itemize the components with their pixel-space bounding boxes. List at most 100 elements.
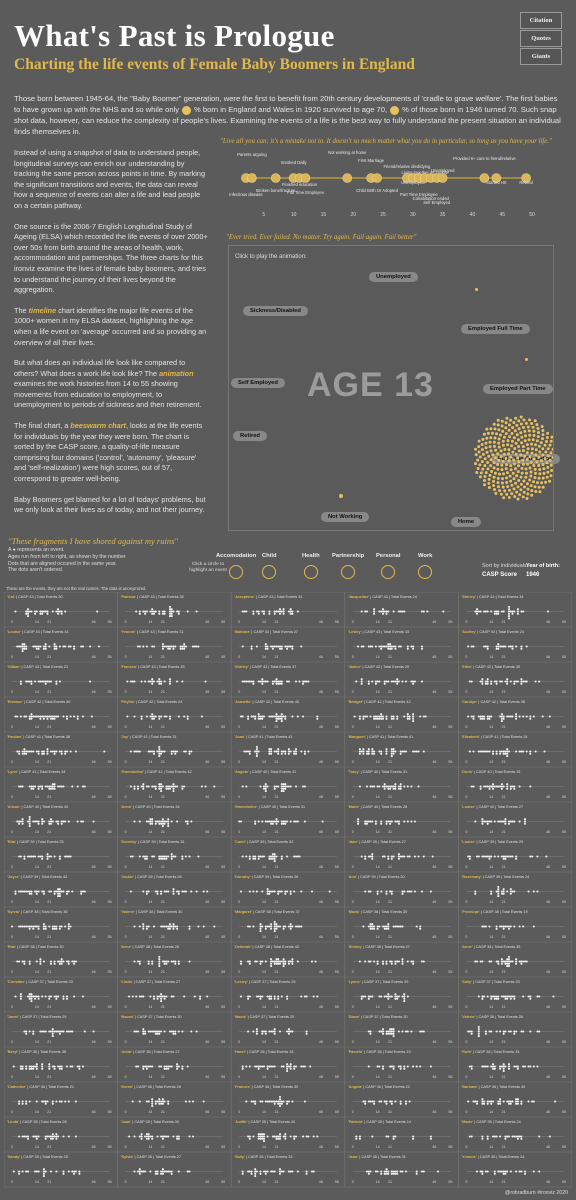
event-dot [25,715,28,718]
event-dot [520,1170,523,1173]
event-dot [41,1067,44,1070]
event-dot [32,925,35,928]
event-dot [60,962,63,965]
event-dot [58,610,61,613]
event-dot [412,715,415,718]
filter-work[interactable]: Work [418,553,432,579]
anim-dot [550,435,553,439]
event-dot [506,682,509,685]
event-dot [80,645,83,648]
tick-label: 21 [161,1180,165,1184]
event-dot [507,1063,511,1066]
tick-label: 55 [562,655,566,659]
event-dot [60,958,63,961]
event-dot [406,995,409,998]
total-events: | Total Events 37 [267,665,296,669]
sort-select[interactable]: CASP Score [482,572,517,578]
event-dot [289,1030,292,1033]
individual-name: 'Christine' [7,980,25,984]
event-dot [184,645,187,648]
tick-label: 0 [238,900,240,904]
event-dot [147,1030,150,1033]
event-dot [271,645,274,648]
event-dot [362,1100,365,1103]
total-events: | Total Events 24 [495,630,524,634]
tick-label: 55 [562,900,566,904]
event-dot [172,995,175,998]
tick-label: 0 [11,935,13,939]
anim-dot [541,485,545,489]
tick-label: 0 [465,865,467,869]
filter-health[interactable]: Health [302,553,320,579]
event-dot [270,748,273,751]
total-events: | Total Events 37 [271,910,300,914]
quotes-button[interactable]: Quotes [520,30,562,47]
filter-personal[interactable]: Personal [376,553,401,579]
event-dot [383,680,386,683]
total-events: | Total Events 40 [41,700,70,704]
health-circle-icon [303,565,318,579]
event-dot [128,1135,131,1138]
event-dot [25,1030,28,1033]
individual-label: 'Sylvia' | CASP 38 | Total Events 36 [7,910,67,914]
event-dot [145,1067,148,1070]
anim-dot [522,426,525,429]
event-dot [147,680,150,683]
event-dot [199,995,202,998]
event-dot [167,787,170,790]
event-dot [190,820,193,823]
event-dot [527,995,530,998]
event-dot [261,610,264,613]
citation-button[interactable]: Citation [520,12,562,29]
individual-label: 'Linda' | CASP 35 | Total Events 28 [7,1120,67,1124]
event-dot [34,890,37,893]
event-dot [160,1170,163,1173]
event-dot [37,855,40,858]
individual-label: 'Tracy' | CASP 40 | Total Events 31 [348,770,407,774]
giants-button[interactable]: Giants [520,48,562,65]
event-dot [19,645,22,648]
event-dot [522,995,525,998]
event-dot [483,645,486,648]
event-dot [261,1100,264,1103]
event-dot [305,1030,308,1033]
tick-label: 46 [432,620,436,624]
filter-partnership[interactable]: Partnership [332,553,364,579]
individual-label: 'Bridget' | CASP 42 | Total Events 42 [348,700,411,704]
event-dot [57,1030,60,1033]
event-dot [385,962,388,965]
event-dot [57,892,60,895]
animation-hint[interactable]: Click to play the animation: [235,254,307,260]
event-dot [167,890,170,893]
event-dot [396,715,399,718]
event-dot [483,717,486,720]
event-dot [529,750,532,753]
tick-label: 21 [388,1075,392,1079]
event-dot [245,680,248,683]
event-dot [163,1100,166,1103]
event-dot [367,1030,370,1033]
event-dot [523,680,527,683]
event-dot [389,1065,392,1068]
tick-label: 46 [205,655,209,659]
anim-dot [513,495,517,498]
event-dot [55,682,58,685]
filter-accomodation[interactable]: Accomodation [216,553,256,579]
event-dot [300,1065,303,1068]
event-dot [360,678,363,681]
event-dot [509,960,512,963]
year-label: Year of birth: [526,563,560,569]
event-dot [406,1065,409,1068]
event-dot [32,1030,35,1033]
filter-child[interactable]: Child [262,553,277,579]
event-dot [138,925,141,928]
event-dot [507,820,511,823]
event-dot [83,890,86,893]
animation-chart[interactable]: Click to play the animation: Unemployed … [228,245,560,531]
event-dot [358,715,361,718]
year-select[interactable]: 1946 [526,572,540,578]
timeline-event-label: Child Birth Or Adopted [356,188,398,193]
event-dot [394,647,397,650]
event-dot [138,820,141,823]
event-dot [509,785,512,788]
